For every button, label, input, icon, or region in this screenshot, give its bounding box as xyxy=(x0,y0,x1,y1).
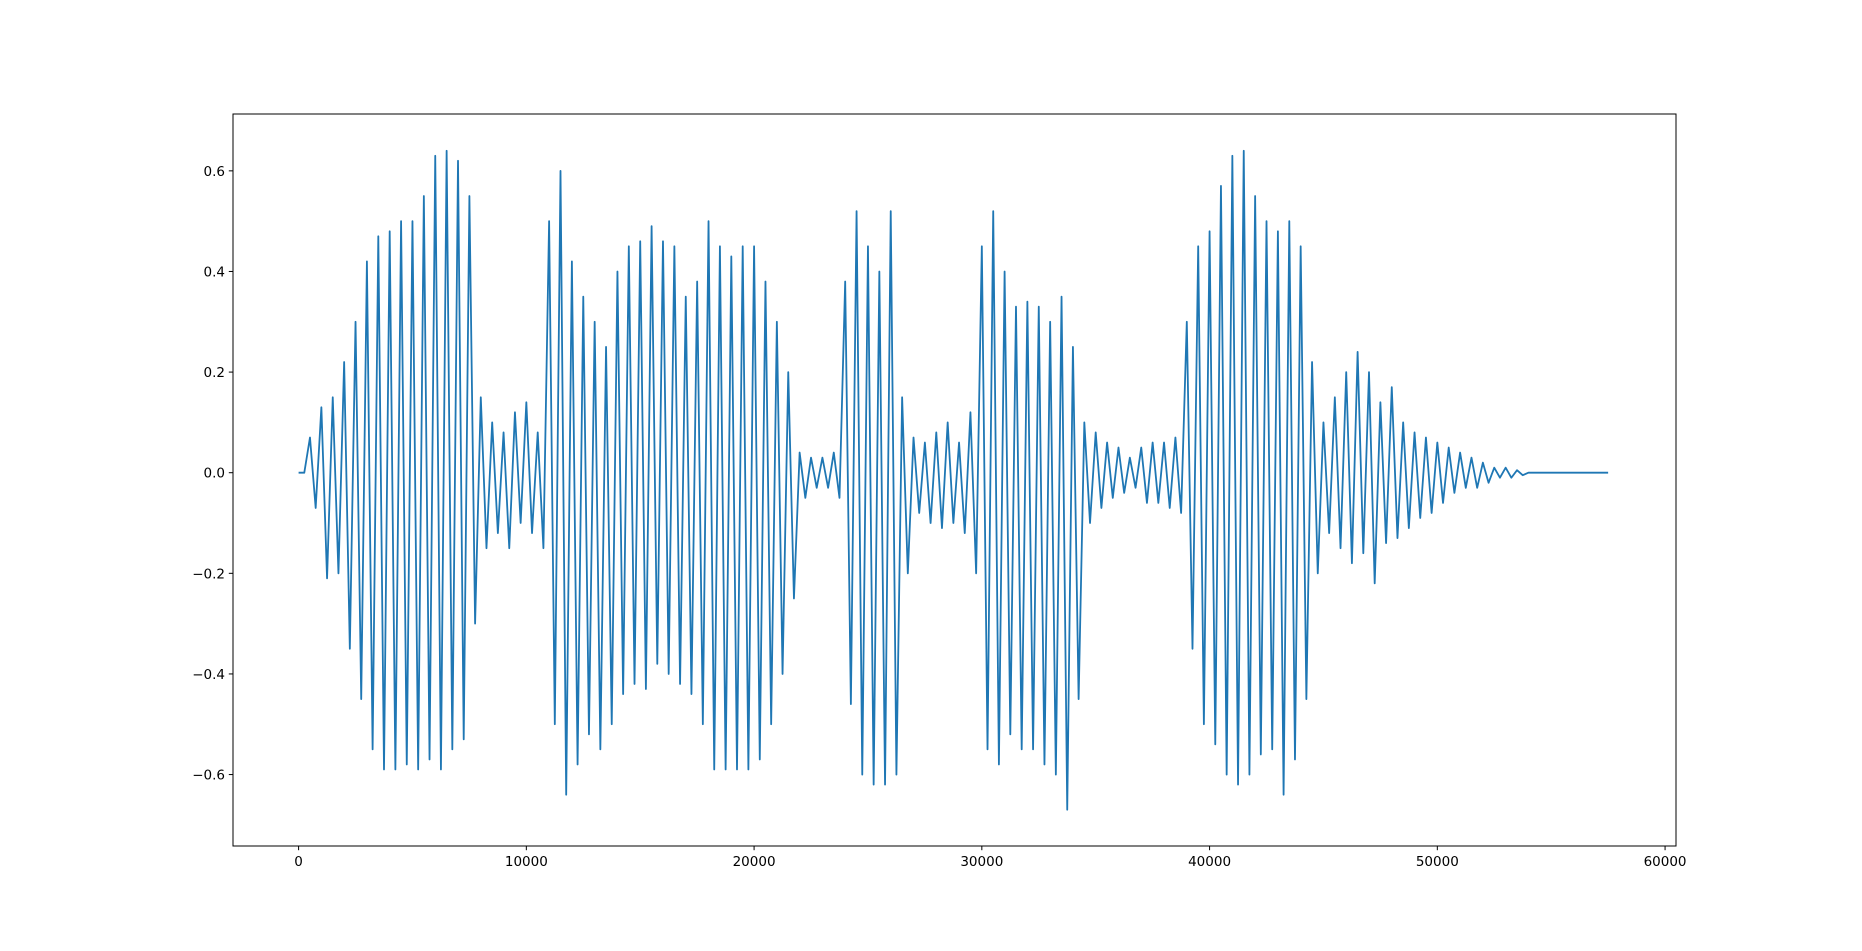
x-tick-label: 60000 xyxy=(1644,854,1687,870)
x-tick-label: 0 xyxy=(294,854,303,870)
x-tick-label: 10000 xyxy=(505,854,548,870)
y-tick-label: −0.2 xyxy=(192,566,225,582)
x-tick-label: 50000 xyxy=(1416,854,1459,870)
y-tick-label: 0.0 xyxy=(204,466,225,482)
x-tick-label: 30000 xyxy=(960,854,1003,870)
plot-frame xyxy=(232,113,1677,847)
y-tick-label: 0.2 xyxy=(204,365,225,381)
y-tick-label: 0.4 xyxy=(204,264,225,280)
x-tick-label: 40000 xyxy=(1188,854,1231,870)
x-tick-label: 20000 xyxy=(733,854,776,870)
y-tick-label: −0.4 xyxy=(192,667,225,683)
y-tick-label: −0.6 xyxy=(192,768,225,784)
waveform-line xyxy=(298,149,1609,811)
y-tick-label: 0.6 xyxy=(204,164,225,180)
